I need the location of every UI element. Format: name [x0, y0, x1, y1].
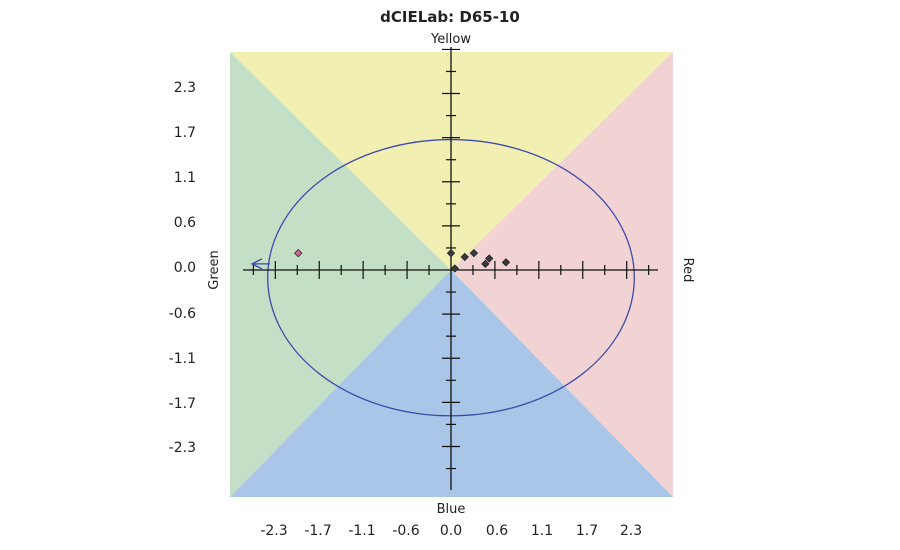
- x-tick-label: -1.1: [348, 523, 375, 539]
- y-tick-label: 1.7: [174, 125, 196, 141]
- data-point-7: [501, 258, 511, 267]
- x-tick-label: -1.7: [304, 523, 331, 539]
- y-tick-label: 2.3: [174, 80, 196, 96]
- y-tick-label: -0.6: [169, 306, 196, 322]
- direction-label-green: Green: [207, 250, 222, 289]
- y-tick-label: 0.6: [174, 215, 196, 231]
- y-tick-label: 1.1: [174, 170, 196, 186]
- x-tick-labels: -2.3 -1.7 -1.1 -0.6 0.0 0.6 1.1 1.7 2.3: [260, 523, 642, 539]
- labels: dCIELab: D65-10 Yellow Blue Green Red: [207, 8, 695, 517]
- x-tick-label: 1.1: [531, 523, 553, 539]
- region-red: [451, 52, 673, 497]
- region-green: [230, 52, 451, 497]
- data-point-8: [294, 248, 303, 258]
- x-tick-label: 1.7: [576, 523, 598, 539]
- y-tick-labels: 2.3 1.7 1.1 0.6 0.0 -0.6 -1.1 -1.7 -2.3: [169, 80, 196, 456]
- chart-title: dCIELab: D65-10: [380, 8, 520, 26]
- data-point-6: [485, 254, 494, 263]
- direction-label-red: Red: [680, 258, 695, 283]
- data-points: [250, 248, 511, 273]
- direction-label-yellow: Yellow: [430, 32, 471, 47]
- x-tick-label: -0.6: [392, 523, 419, 539]
- y-tick-label: -1.1: [169, 351, 196, 367]
- y-tick-label: 0.0: [174, 260, 196, 276]
- data-point-1: [446, 248, 456, 258]
- direction-label-blue: Blue: [437, 502, 466, 517]
- y-tick-label: -1.7: [169, 396, 196, 412]
- data-point-3: [460, 252, 469, 262]
- data-point-2: [450, 264, 459, 273]
- x-tick-label: -2.3: [260, 523, 287, 539]
- x-tick-label: 2.3: [620, 523, 642, 539]
- x-tick-label: 0.6: [486, 523, 508, 539]
- y-tick-label: -2.3: [169, 440, 196, 456]
- axes: [243, 47, 658, 490]
- off-chart-arrow: [250, 258, 270, 270]
- data-point-5: [481, 259, 490, 269]
- data-point-4: [469, 248, 479, 258]
- x-tick-label: 0.0: [440, 523, 462, 539]
